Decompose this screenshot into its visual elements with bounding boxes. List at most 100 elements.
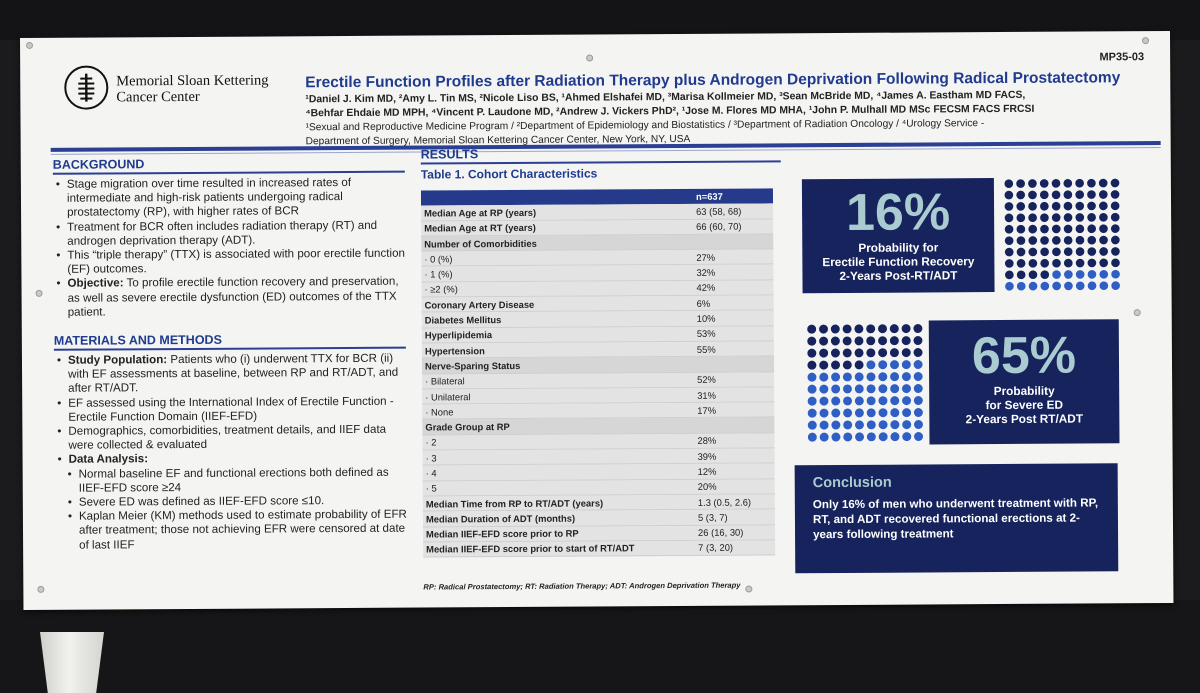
dot	[1004, 213, 1014, 223]
poster-code: MP35-03	[1099, 51, 1145, 64]
stat-ed-box: 65% Probability for Severe ED 2-Years Po…	[928, 319, 1120, 445]
dot	[1087, 201, 1096, 211]
background-heading: BACKGROUND	[52, 155, 405, 175]
table-cell-value: 17%	[697, 404, 717, 416]
dot-highlighted	[842, 372, 852, 382]
institution-line1: Memorial Sloan Kettering	[116, 72, 269, 90]
table-cell-label: Hypertension	[424, 344, 485, 357]
dot-highlighted	[819, 420, 829, 430]
objective-label: Objective:	[67, 276, 124, 291]
institution-line2: Cancer Center	[116, 88, 200, 106]
dot-highlighted	[878, 384, 888, 394]
methods-sub-3: Kaplan Meier (KM) methods used to estima…	[55, 508, 407, 553]
dot	[842, 336, 852, 346]
dot-highlighted	[854, 408, 864, 418]
dot-highlighted	[819, 384, 829, 394]
dot	[1110, 212, 1120, 222]
dot	[1028, 224, 1038, 234]
dot-highlighted	[807, 396, 817, 406]
table-cell-value: 31%	[697, 389, 716, 401]
table-cell-label: · 2	[425, 436, 437, 448]
background-bullet-1: Stage migration over time resulted in in…	[53, 176, 405, 221]
dot	[807, 336, 817, 346]
dot-highlighted	[890, 360, 899, 370]
dot	[1040, 236, 1049, 245]
dot-highlighted	[866, 384, 876, 394]
table-cell-value: 66 (60, 70)	[696, 220, 742, 233]
background-bullet-3: This “triple therapy” (TTX) is associate…	[53, 247, 405, 278]
table-cell-value: 32%	[696, 266, 716, 278]
pin-icon	[745, 585, 753, 593]
left-column: BACKGROUND Stage migration over time res…	[52, 155, 407, 553]
dot	[1040, 201, 1049, 211]
msk-logo-icon	[64, 65, 109, 110]
table-cell-value: 6%	[696, 297, 711, 309]
dot	[854, 336, 864, 346]
dot	[854, 360, 864, 370]
dot-highlighted	[913, 396, 923, 406]
dot	[913, 324, 923, 334]
methods-bullet-2: EF assessed using the International Inde…	[54, 394, 406, 425]
methods-sub-1: Normal baseline EF and functional erecti…	[55, 465, 407, 496]
dot-highlighted	[1075, 281, 1085, 291]
dot	[1087, 247, 1097, 256]
dot	[807, 348, 817, 358]
dot	[878, 324, 887, 334]
dot	[1087, 235, 1097, 245]
dot	[1075, 247, 1085, 256]
dot-highlighted	[878, 432, 888, 442]
methods-bullet-1: Study Population: Patients who (i) under…	[54, 352, 406, 397]
dot-highlighted	[843, 396, 853, 406]
dot	[1028, 213, 1037, 223]
institution-name: Memorial Sloan Kettering Cancer Center	[116, 72, 268, 105]
table-cell-value: 5 (3, 7)	[697, 511, 728, 523]
dot	[1087, 224, 1097, 234]
dot	[1075, 178, 1084, 188]
dot-highlighted	[831, 384, 841, 394]
dot-highlighted	[866, 432, 876, 442]
dot	[1087, 190, 1096, 199]
dot-highlighted	[901, 360, 911, 370]
table-cell-label: · 0 (%)	[424, 253, 453, 265]
dot	[1087, 178, 1096, 188]
table-cell-value: 63 (58, 68)	[696, 205, 742, 217]
table-n-label: n=637	[695, 190, 723, 203]
stat-efr-line1: Probability for	[858, 240, 939, 255]
table-cell-value: 26 (16, 30)	[698, 526, 744, 539]
dot	[1110, 224, 1120, 233]
conclusion-box: Conclusion Only 16% of men who underwent…	[794, 463, 1119, 574]
dot	[1075, 224, 1085, 234]
dot-highlighted	[902, 396, 912, 406]
dot	[1004, 247, 1014, 257]
stat-efr-line3: 2-Years Post-RT/ADT	[839, 268, 958, 283]
dot	[1028, 270, 1038, 280]
dot	[1052, 258, 1061, 268]
dot-highlighted	[843, 432, 853, 442]
dot-highlighted	[842, 384, 852, 394]
foam-cup	[40, 632, 104, 693]
table-cell-label: Median IIEF-EFD score prior to start of …	[426, 542, 635, 555]
dot	[1063, 213, 1073, 222]
dot	[1110, 201, 1120, 211]
stat-efr-dot-grid	[1004, 178, 1120, 291]
table-cell-value: 42%	[696, 282, 716, 294]
dot-highlighted	[1064, 281, 1073, 291]
table-cell-value: 27%	[696, 251, 716, 263]
table-row: Median IIEF-EFD score prior to start of …	[423, 540, 776, 558]
table-cell-value: 39%	[697, 450, 717, 462]
dot	[1028, 190, 1037, 200]
dot-highlighted	[1075, 270, 1085, 279]
dot	[1110, 178, 1120, 188]
dot-highlighted	[878, 420, 888, 430]
dot-highlighted	[831, 420, 841, 430]
dot-highlighted	[819, 432, 829, 442]
dot-highlighted	[807, 408, 817, 418]
dot	[1051, 213, 1061, 222]
research-poster: Memorial Sloan Kettering Cancer Center M…	[20, 30, 1174, 610]
dot	[1016, 179, 1025, 188]
table-cell-label: Median Age at RP (years)	[424, 206, 537, 219]
dot-highlighted	[913, 408, 923, 418]
table-cell-label: Number of Comorbidities	[424, 237, 537, 250]
dot-highlighted	[819, 396, 829, 406]
dot	[1063, 201, 1073, 211]
